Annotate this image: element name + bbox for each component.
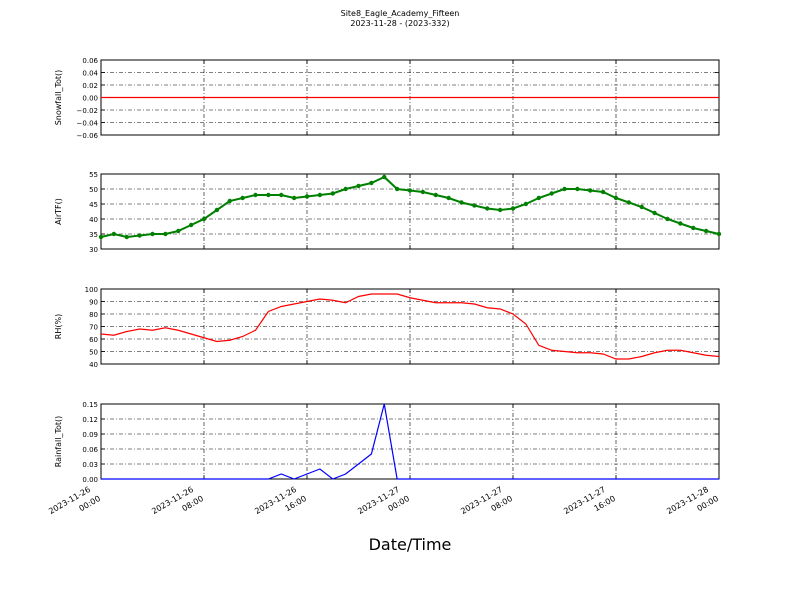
- data-point: [665, 216, 670, 222]
- data-point: [639, 204, 644, 210]
- data-point: [369, 180, 374, 186]
- data-point: [652, 210, 657, 216]
- y-tick-label: 0.12: [82, 416, 98, 424]
- data-point: [304, 194, 310, 199]
- data-point: [394, 186, 400, 192]
- data-point: [691, 225, 696, 231]
- y-tick-label: 0.02: [82, 82, 98, 90]
- data-point: [98, 234, 104, 240]
- x-axis-label: Date/Time: [369, 535, 452, 554]
- y-axis-label: Snowfall_Tot(): [54, 70, 63, 126]
- data-point: [485, 206, 490, 211]
- data-point: [536, 195, 541, 201]
- data-point: [317, 192, 323, 198]
- y-tick-label: 90: [89, 299, 98, 307]
- data-point: [626, 200, 632, 205]
- y-tick-label: 0.00: [82, 476, 98, 484]
- data-point: [188, 222, 194, 228]
- data-point: [137, 233, 142, 238]
- y-tick-label: 70: [89, 324, 98, 332]
- data-point: [472, 203, 477, 208]
- y-tick-label: 50: [89, 186, 98, 194]
- data-point: [111, 231, 117, 237]
- data-point: [124, 234, 129, 240]
- data-point: [407, 188, 413, 193]
- data-point: [446, 195, 451, 201]
- data-point: [459, 200, 464, 205]
- data-point: [266, 192, 271, 198]
- data-point: [382, 174, 387, 180]
- y-tick-label: −0.04: [77, 120, 99, 128]
- data-point: [343, 186, 348, 192]
- y-tick-label: 40: [89, 216, 98, 224]
- data-point: [600, 189, 606, 195]
- data-point: [227, 198, 232, 204]
- y-tick-label: 0.06: [82, 446, 98, 454]
- data-point: [253, 192, 258, 198]
- y-tick-label: 30: [89, 246, 98, 254]
- y-tick-label: −0.02: [77, 107, 98, 115]
- y-tick-label: 80: [89, 311, 98, 319]
- y-tick-label: 0.00: [82, 95, 98, 103]
- data-point: [523, 201, 529, 207]
- series-line: [101, 403, 719, 480]
- y-axis-label: RH(%): [54, 314, 63, 339]
- y-tick-label: 55: [89, 171, 98, 179]
- y-tick-label: 0.06: [82, 57, 98, 65]
- y-tick-label: 60: [89, 336, 98, 344]
- y-tick-label: 0.04: [82, 70, 98, 78]
- plot-frame: [100, 288, 720, 365]
- data-point: [176, 228, 181, 234]
- data-point: [150, 231, 155, 237]
- plot-frame: [100, 173, 720, 250]
- y-tick-label: −0.06: [77, 132, 99, 140]
- data-point: [163, 231, 168, 237]
- y-tick-label: 40: [89, 361, 98, 369]
- data-point: [291, 195, 297, 201]
- y-axis-label: Rainfall_Tot(): [54, 416, 63, 468]
- y-tick-label: 50: [89, 349, 98, 357]
- chart-title: Site8_Eagle_Academy_Fifteen: [341, 9, 460, 18]
- data-point: [588, 188, 593, 193]
- data-point: [562, 186, 567, 192]
- data-point: [510, 206, 516, 211]
- y-tick-label: 100: [85, 286, 98, 294]
- data-point: [279, 192, 284, 198]
- data-point: [214, 207, 220, 213]
- y-tick-label: 0.15: [82, 401, 98, 409]
- data-point: [240, 195, 245, 201]
- data-point: [575, 186, 580, 192]
- data-point: [716, 231, 722, 237]
- y-tick-label: 45: [89, 201, 98, 209]
- data-point: [613, 195, 619, 201]
- data-point: [330, 191, 335, 196]
- y-tick-label: 35: [89, 231, 98, 239]
- y-tick-label: 0.09: [82, 431, 98, 439]
- data-point: [678, 221, 683, 226]
- data-point: [549, 191, 554, 196]
- series-line: [100, 293, 720, 360]
- data-point: [420, 189, 426, 195]
- chart-subtitle: 2023-11-28 - (2023-332): [350, 19, 449, 28]
- data-point: [497, 207, 503, 213]
- data-point: [201, 216, 207, 222]
- y-tick-label: 0.03: [82, 461, 98, 469]
- data-point: [356, 183, 361, 189]
- data-point: [433, 192, 438, 198]
- data-point: [703, 228, 709, 234]
- y-axis-label: AirTF(): [54, 198, 63, 225]
